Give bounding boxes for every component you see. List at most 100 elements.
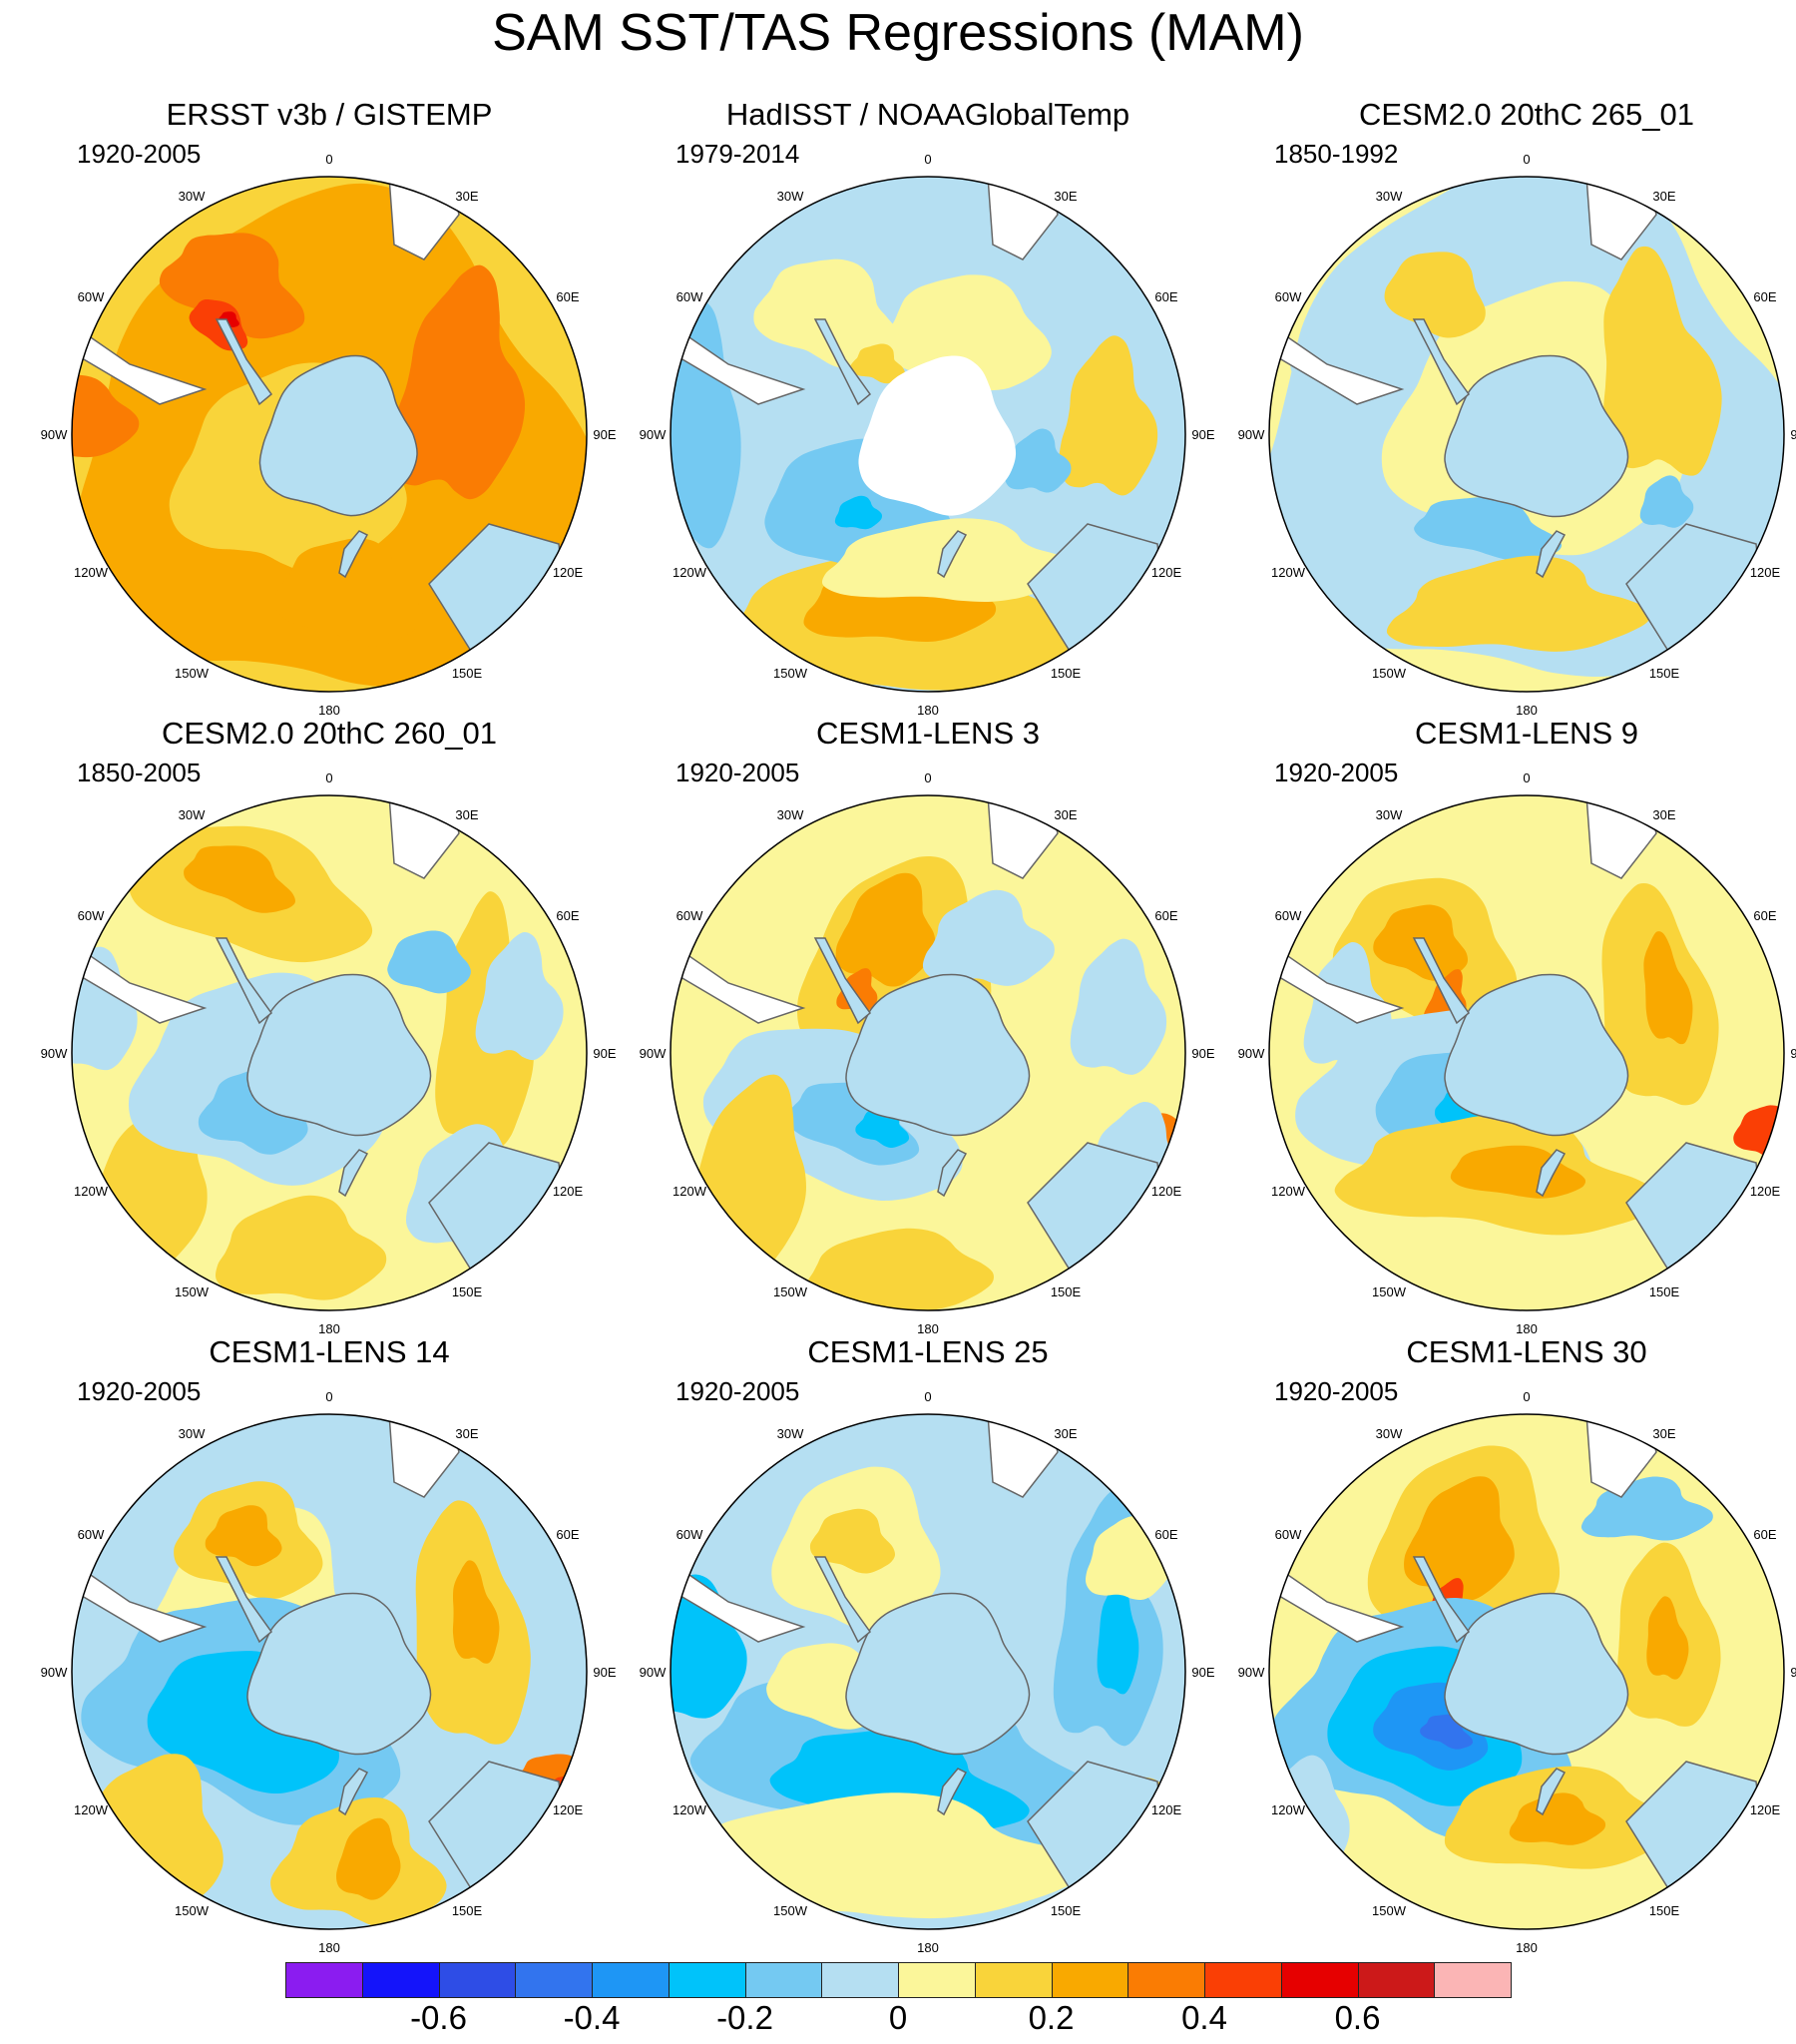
antarctica-land bbox=[246, 1592, 432, 1756]
anomaly-region bbox=[885, 274, 1052, 391]
polar-map: 0 30E 60E 90E 120E 150E 180 150W 120W 90W 60W 30W bbox=[41, 152, 617, 718]
antarctic-peninsula bbox=[813, 1556, 872, 1644]
longitude-label: 150W bbox=[773, 1284, 808, 1299]
map-boundary bbox=[71, 176, 588, 693]
south-america-land bbox=[72, 322, 208, 405]
longitude-label: 180 bbox=[318, 1321, 340, 1336]
map-boundary bbox=[1268, 1413, 1785, 1930]
longitude-label: 90E bbox=[593, 1046, 616, 1061]
anomaly-region bbox=[1414, 497, 1563, 561]
longitude-label: 150W bbox=[175, 1903, 210, 1918]
colorbar-box bbox=[1280, 1962, 1359, 1998]
colorbar-box bbox=[744, 1962, 823, 1998]
polar-map: 0 30E 60E 90E 120E 150E 180 150W 120W 90W 60W 30W bbox=[41, 770, 617, 1336]
longitude-label: 60W bbox=[78, 908, 105, 923]
contour-field bbox=[671, 177, 1185, 692]
longitude-label: 90W bbox=[640, 1046, 667, 1061]
longitude-label: 60W bbox=[1275, 289, 1302, 304]
longitude-label: 180 bbox=[318, 1940, 340, 1955]
south-america-land bbox=[72, 941, 208, 1024]
longitude-label: 60W bbox=[676, 1527, 703, 1542]
panel-title: ERSST v3b / GISTEMP bbox=[166, 97, 493, 132]
longitude-label: 120W bbox=[1271, 565, 1306, 580]
longitude-label: 0 bbox=[924, 1389, 931, 1404]
panel-title: CESM1-LENS 30 bbox=[1406, 1334, 1647, 1369]
antarctic-peninsula bbox=[1412, 1556, 1471, 1644]
longitude-label: 150W bbox=[1372, 666, 1407, 681]
antarctic-peninsula bbox=[215, 937, 273, 1025]
colorbar-tick-label: 0.6 bbox=[1334, 1999, 1381, 2036]
anomaly-region bbox=[184, 845, 295, 913]
longitude-label: 120E bbox=[553, 1802, 584, 1817]
panel-period: 1920-2005 bbox=[1274, 1376, 1399, 1406]
south-america-land bbox=[72, 1560, 208, 1643]
longitude-label: 120W bbox=[673, 1802, 707, 1817]
antarctica-land bbox=[258, 354, 418, 517]
longitude-label: 90W bbox=[640, 427, 667, 442]
colorbar-tick-label: -0.6 bbox=[410, 1999, 467, 2036]
colorbar-box bbox=[898, 1962, 976, 1998]
south-america-land bbox=[671, 941, 806, 1024]
anomaly-region bbox=[1639, 475, 1694, 528]
south-america-land bbox=[671, 322, 806, 405]
new-zealand-land bbox=[338, 1768, 369, 1816]
anomaly-region bbox=[806, 1228, 994, 1310]
colorbar-box bbox=[592, 1962, 670, 1998]
colorbar-box bbox=[1051, 1962, 1129, 1998]
longitude-label: 60W bbox=[1275, 908, 1302, 923]
new-zealand-land bbox=[338, 1149, 369, 1198]
longitude-label: 0 bbox=[924, 770, 931, 785]
anomaly-region bbox=[1643, 931, 1693, 1045]
map-panel-6: CESM1-LENS 9 1920-2005 0 30E 60E 90E 120E 150… bbox=[1227, 714, 1796, 1336]
colorbar-box bbox=[1434, 1962, 1512, 1998]
colorbar-box bbox=[1357, 1962, 1436, 1998]
longitude-label: 120E bbox=[1151, 1802, 1182, 1817]
anomaly-region bbox=[1646, 1596, 1689, 1680]
panel-period: 1920-2005 bbox=[77, 139, 202, 169]
panel-period: 1850-2005 bbox=[77, 758, 202, 787]
longitude-label: 150W bbox=[773, 1903, 808, 1918]
panel-title: CESM1-LENS 3 bbox=[816, 716, 1040, 751]
panel-period: 1920-2005 bbox=[675, 1376, 800, 1406]
longitude-label: 30E bbox=[1054, 189, 1077, 204]
longitude-label: 60E bbox=[1154, 908, 1177, 923]
contour-field bbox=[671, 1414, 1185, 1929]
longitude-label: 60W bbox=[78, 289, 105, 304]
contour-field bbox=[72, 1414, 587, 1929]
longitude-label: 120E bbox=[553, 565, 584, 580]
anomaly-region bbox=[1005, 428, 1072, 493]
antarctica-land bbox=[845, 973, 1031, 1137]
longitude-label: 150W bbox=[175, 666, 210, 681]
anomaly-region bbox=[835, 872, 936, 987]
longitude-label: 120E bbox=[1750, 1184, 1781, 1199]
new-zealand-land bbox=[937, 1149, 968, 1198]
anomaly-region bbox=[1097, 1581, 1139, 1695]
longitude-label: 60W bbox=[78, 1527, 105, 1542]
south-america-land bbox=[1269, 941, 1405, 1024]
longitude-label: 180 bbox=[1516, 1940, 1538, 1955]
longitude-label: 30W bbox=[777, 189, 804, 204]
longitude-label: 90W bbox=[1238, 1046, 1265, 1061]
figure-title: SAM SST/TAS Regressions (MAM) bbox=[492, 4, 1304, 62]
panel-period: 1920-2005 bbox=[1274, 758, 1399, 787]
map-panel-2: HadISST / NOAAGlobalTemp 1979-2014 0 30E 6… bbox=[629, 95, 1227, 718]
antarctic-peninsula bbox=[813, 318, 872, 406]
colorbar-box bbox=[1204, 1962, 1282, 1998]
longitude-label: 90E bbox=[1191, 427, 1214, 442]
contour-field bbox=[1269, 177, 1784, 692]
longitude-label: 150E bbox=[1649, 1903, 1680, 1918]
longitude-label: 90W bbox=[640, 1665, 667, 1680]
longitude-label: 30W bbox=[1376, 189, 1403, 204]
new-zealand-land bbox=[1536, 530, 1567, 579]
colorbar-box bbox=[668, 1962, 746, 1998]
longitude-label: 120E bbox=[1151, 1184, 1182, 1199]
longitude-label: 30W bbox=[1376, 807, 1403, 822]
map-panel-4: CESM2.0 20thC 260_01 1850-2005 0 30E 60E 90… bbox=[30, 714, 629, 1336]
longitude-label: 60E bbox=[1154, 289, 1177, 304]
longitude-label: 90E bbox=[1790, 1046, 1796, 1061]
longitude-label: 120W bbox=[1271, 1802, 1306, 1817]
anomaly-region bbox=[216, 1195, 387, 1300]
colorbar-box bbox=[438, 1962, 517, 1998]
longitude-label: 60E bbox=[556, 1527, 579, 1542]
panel-title: CESM2.0 20thC 260_01 bbox=[161, 716, 498, 751]
